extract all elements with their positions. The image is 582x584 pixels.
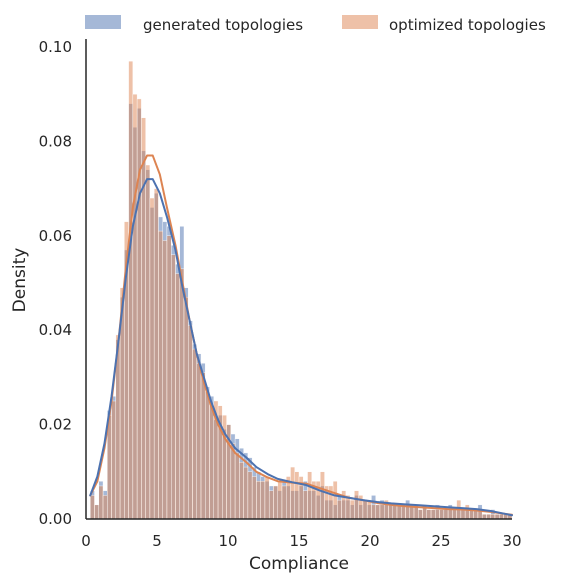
y-axis-title: Density [10, 248, 30, 313]
bar-optimized [234, 452, 240, 520]
series-optimized-bars [90, 60, 513, 520]
x-tick-label: 25 [431, 532, 450, 550]
axes [85, 39, 512, 520]
bar-optimized [354, 490, 359, 520]
bar-optimized [464, 504, 470, 520]
bar-optimized [332, 481, 338, 520]
bar-optimized [443, 509, 449, 520]
bar-optimized [175, 273, 180, 520]
bar-optimized [141, 117, 146, 520]
bar-optimized [247, 471, 253, 520]
bar-optimized [396, 504, 402, 520]
bar-optimized [145, 164, 151, 520]
bar-optimized [303, 490, 308, 520]
bar-optimized [277, 481, 283, 520]
bar-optimized [243, 466, 249, 520]
bar-optimized [98, 485, 104, 520]
x-tick-label: 10 [218, 532, 237, 550]
bar-optimized [337, 499, 342, 520]
bar-optimized [439, 509, 445, 520]
bar-optimized [392, 504, 398, 520]
bar-optimized [366, 499, 372, 520]
bar-optimized [94, 504, 99, 520]
bar-optimized [345, 495, 351, 520]
y-tick-label: 0.00 [39, 510, 72, 528]
bar-optimized [268, 490, 274, 520]
bar-optimized [307, 471, 312, 520]
x-axis-title: Compliance [249, 554, 349, 574]
bar-optimized [251, 476, 257, 520]
bar-optimized [205, 391, 210, 520]
bar-optimized [435, 509, 440, 520]
bar-optimized [183, 296, 189, 520]
bar-optimized [375, 504, 381, 520]
x-tick-label: 0 [81, 532, 91, 550]
bar-optimized [320, 471, 325, 520]
x-tick-label: 15 [289, 532, 308, 550]
bar-optimized [260, 481, 266, 520]
bar-optimized [188, 325, 193, 520]
bar-optimized [281, 485, 287, 520]
bar-optimized [128, 60, 134, 520]
bar-optimized [209, 405, 214, 520]
bar-optimized [371, 504, 376, 520]
y-ticks: 0.00 0.02 0.04 0.06 0.08 0.10 [39, 38, 72, 528]
bar-optimized [162, 240, 168, 520]
x-tick-label: 30 [502, 532, 521, 550]
bar-optimized [132, 93, 138, 520]
bar-optimized [294, 471, 300, 520]
bar-optimized [273, 485, 278, 520]
bar-optimized [166, 235, 172, 520]
bar-optimized [452, 509, 457, 520]
bar-optimized [256, 481, 261, 520]
bar-optimized [149, 197, 155, 520]
legend-swatch-generated [85, 15, 121, 29]
x-tick-label: 20 [360, 532, 379, 550]
legend-label-generated: generated topologies [143, 16, 303, 34]
bar-optimized [111, 400, 117, 520]
bar-optimized [200, 372, 206, 520]
bar-optimized [379, 504, 385, 520]
bar-optimized [179, 268, 185, 520]
y-tick-label: 0.06 [39, 227, 72, 245]
bar-optimized [362, 499, 368, 520]
kde-line-generated [89, 178, 513, 517]
kde-lines [89, 154, 513, 517]
bar-optimized [388, 504, 393, 520]
bar-optimized [136, 98, 142, 520]
bar-optimized [426, 509, 432, 520]
bar-optimized [196, 363, 202, 520]
y-tick-label: 0.02 [39, 416, 72, 434]
bar-optimized [102, 495, 108, 520]
y-tick-label: 0.04 [39, 321, 72, 339]
bar-optimized [90, 495, 95, 520]
legend: generated topologies optimized topologie… [85, 15, 546, 34]
bar-optimized [264, 476, 270, 520]
legend-swatch-optimized [342, 15, 378, 29]
legend-label-optimized: optimized topologies [389, 16, 546, 34]
x-tick-label: 5 [152, 532, 162, 550]
bar-optimized [349, 499, 355, 520]
bar-optimized [230, 443, 236, 520]
kde-line-optimized [89, 154, 513, 516]
bar-optimized [192, 348, 197, 520]
bar-optimized [239, 462, 244, 520]
y-tick-label: 0.08 [39, 132, 72, 150]
bar-optimized [170, 254, 176, 520]
bar-optimized [158, 230, 163, 520]
y-tick-label: 0.10 [39, 38, 72, 56]
bar-optimized [460, 509, 466, 520]
bar-optimized [447, 509, 453, 520]
x-ticks: 0 5 10 15 20 25 30 [81, 532, 521, 550]
bar-optimized [430, 509, 436, 520]
bar-optimized [418, 509, 423, 520]
bar-optimized [153, 188, 159, 520]
bar-optimized [290, 466, 295, 520]
